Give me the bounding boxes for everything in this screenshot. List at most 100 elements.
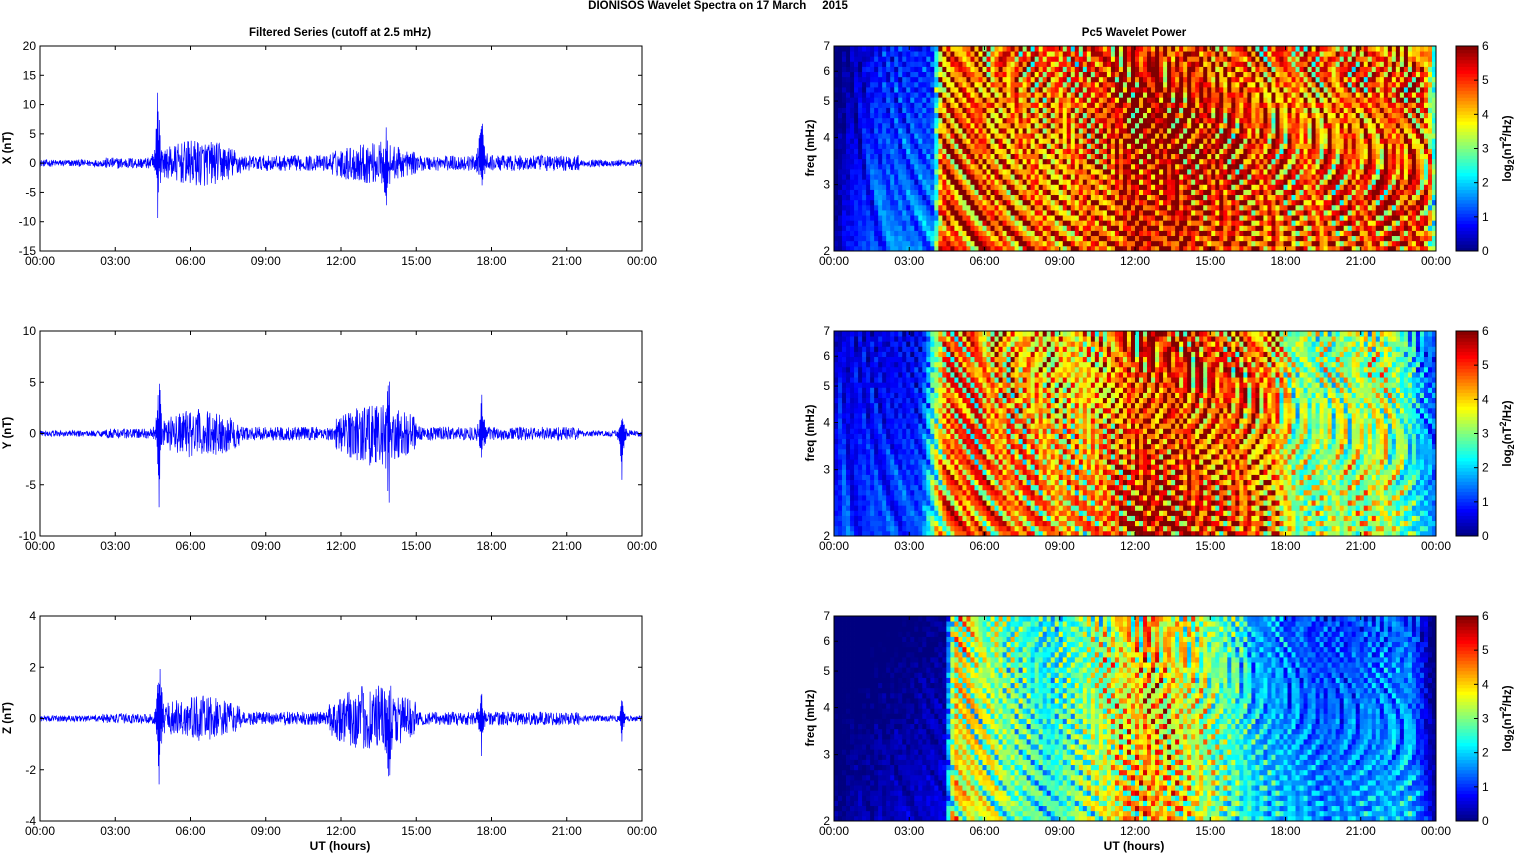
wavelet-cell: [1215, 133, 1220, 139]
wavelet-cell: [966, 220, 971, 226]
wavelet-cell: [1074, 230, 1080, 237]
wavelet-cell: [1227, 215, 1232, 221]
wavelet-cell: [906, 112, 911, 119]
wavelet-cell: [1074, 66, 1080, 73]
wavelet-cell: [1315, 46, 1321, 52]
wavelet-cell: [1311, 215, 1316, 221]
wavelet-cell: [1247, 66, 1252, 73]
wavelet-cell: [1114, 225, 1120, 231]
wavelet-cell: [974, 81, 979, 88]
wavelet-cell: [882, 71, 887, 78]
wavelet-cell: [1114, 174, 1120, 180]
wavelet-cell: [1018, 169, 1024, 175]
wavelet-cell: [914, 148, 919, 155]
wavelet-cell: [918, 56, 923, 62]
wavelet-cell: [1299, 61, 1304, 67]
wavelet-cell: [930, 81, 935, 88]
wavelet-cell: [834, 122, 839, 129]
wavelet-cell: [926, 102, 931, 108]
wavelet-cell: [838, 97, 843, 103]
wavelet-cell: [1243, 179, 1248, 185]
wavelet-cell: [1271, 184, 1276, 190]
wavelet-cell: [1102, 46, 1108, 52]
wavelet-cell: [1118, 102, 1124, 108]
wavelet-cell: [1046, 97, 1052, 103]
wavelet-cell: [842, 169, 847, 175]
wavelet-cell: [870, 189, 875, 196]
wavelet-cell: [834, 204, 839, 211]
wavelet-cell: [1050, 76, 1056, 83]
wavelet-cell: [1167, 215, 1172, 221]
wavelet-cell: [1195, 163, 1200, 170]
wavelet-cell: [966, 107, 971, 114]
wavelet-cell: [1002, 102, 1007, 108]
wavelet-cell: [1086, 71, 1092, 78]
wavelet-cell: [1271, 143, 1276, 149]
wavelet-cell: [982, 143, 987, 149]
wavelet-cell: [1275, 117, 1280, 124]
wavelet-cell: [1026, 169, 1032, 175]
wavelet-cell: [1114, 199, 1120, 206]
wavelet-cell: [1271, 92, 1276, 98]
wavelet-cell: [1199, 153, 1204, 160]
wavelet-cell: [994, 220, 999, 226]
wavelet-cell: [1010, 76, 1015, 83]
wavelet-cell: [1195, 158, 1200, 165]
y-tick-label: -10: [19, 215, 37, 229]
wavelet-cell: [1114, 169, 1120, 175]
wavelet-cell: [1287, 138, 1292, 144]
wavelet-cell: [1163, 76, 1168, 83]
wavelet-cell: [1135, 56, 1140, 62]
wavelet-cell: [1058, 204, 1064, 211]
wavelet-cell: [1275, 230, 1280, 237]
wavelet-cell: [1070, 194, 1076, 201]
wavelet-cell: [1110, 87, 1116, 93]
wavelet-cell: [842, 220, 847, 226]
wavelet-cell: [1203, 240, 1208, 247]
wavelet-cell: [1235, 210, 1240, 216]
wavelet-cell: [1303, 194, 1308, 201]
wavelet-cell: [1086, 245, 1092, 252]
wavelet-cell: [930, 240, 935, 247]
wavelet-cell: [1231, 199, 1236, 206]
wavelet-cell: [998, 117, 1003, 124]
wavelet-cell: [1042, 56, 1048, 62]
wavelet-cell: [1082, 169, 1088, 175]
wavelet-cell: [1066, 87, 1072, 93]
wavelet-cell: [1130, 215, 1136, 221]
wavelet-cell: [838, 220, 843, 226]
wavelet-cell: [1098, 148, 1104, 155]
wavelet-cell: [854, 81, 859, 88]
wavelet-cell: [1223, 107, 1228, 114]
wavelet-cell: [1159, 76, 1164, 83]
wavelet-cell: [982, 138, 987, 144]
wavelet-cell: [1006, 138, 1011, 144]
wavelet-cell: [954, 133, 959, 139]
wavelet-cell: [1034, 240, 1040, 247]
wavelet-cell: [1179, 138, 1184, 144]
wavelet-cell: [1291, 235, 1296, 242]
wavelet-cell: [1243, 174, 1248, 180]
wavelet-cell: [1102, 204, 1108, 211]
wavelet-cell: [1078, 235, 1084, 242]
wavelet-cell: [1167, 158, 1172, 165]
wavelet-cell: [1106, 66, 1112, 73]
wavelet-cell: [1247, 204, 1252, 211]
wavelet-cell: [1235, 189, 1240, 196]
wavelet-cell: [1263, 179, 1268, 185]
wavelet-cell: [1010, 210, 1015, 216]
wavelet-cell: [974, 220, 979, 226]
wavelet-cell: [1078, 112, 1084, 119]
wavelet-cell: [1135, 107, 1140, 114]
wavelet-cell: [1231, 133, 1236, 139]
wavelet-cell: [978, 153, 983, 160]
wavelet-cell: [1303, 163, 1308, 170]
wavelet-cell: [1227, 235, 1232, 242]
wavelet-cell: [922, 138, 927, 144]
wavelet-cell: [998, 71, 1003, 78]
wavelet-cell: [1006, 87, 1011, 93]
wavelet-cell: [1147, 76, 1152, 83]
wavelet-cell: [1247, 179, 1252, 185]
x-tick-label: 00:00: [627, 539, 657, 553]
wavelet-cell: [1002, 76, 1007, 83]
